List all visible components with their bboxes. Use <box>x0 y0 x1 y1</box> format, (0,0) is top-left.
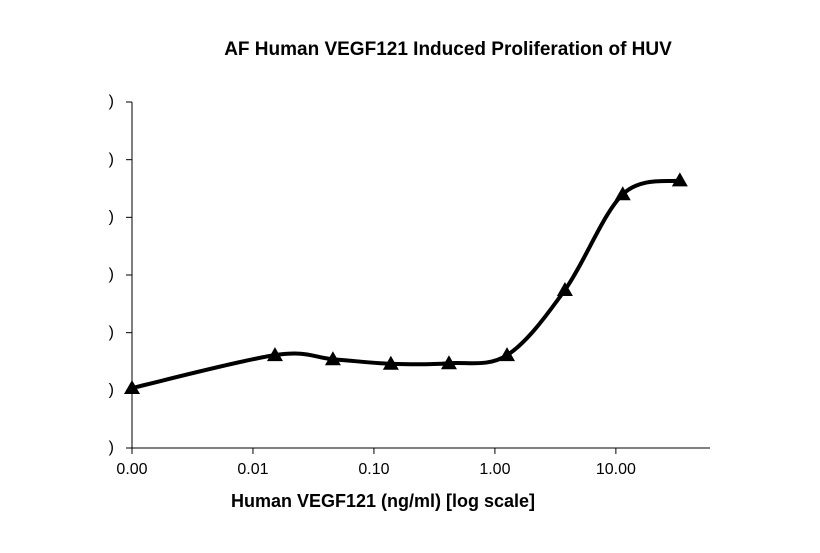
x-tick-label: 0.01 <box>237 461 268 478</box>
x-tick-label: 0.10 <box>358 461 389 478</box>
y-tick-label: ) <box>109 266 114 283</box>
x-tick-label: 1.00 <box>479 461 510 478</box>
x-tick-label: 0.00 <box>116 461 147 478</box>
y-tick-label: ) <box>109 324 114 341</box>
data-point <box>614 186 631 201</box>
data-point <box>499 347 516 362</box>
chart-title: AF Human VEGF121 Induced Proliferation o… <box>224 39 672 60</box>
data-point <box>266 347 283 362</box>
series-line <box>131 178 681 390</box>
y-tick-label: ) <box>109 93 114 110</box>
data-point <box>671 172 688 187</box>
y-tick-label: ) <box>109 151 114 168</box>
y-tick-label: ) <box>109 382 114 399</box>
data-point <box>324 351 341 366</box>
data-point <box>382 355 399 370</box>
y-tick-label: ) <box>109 439 114 456</box>
x-tick-label: 10.00 <box>596 461 636 478</box>
data-point <box>556 281 573 296</box>
data-point <box>440 355 457 370</box>
x-axis-label: Human VEGF121 (ng/ml) [log scale] <box>231 491 535 511</box>
y-tick-label: ) <box>109 209 114 226</box>
data-point <box>124 380 140 395</box>
